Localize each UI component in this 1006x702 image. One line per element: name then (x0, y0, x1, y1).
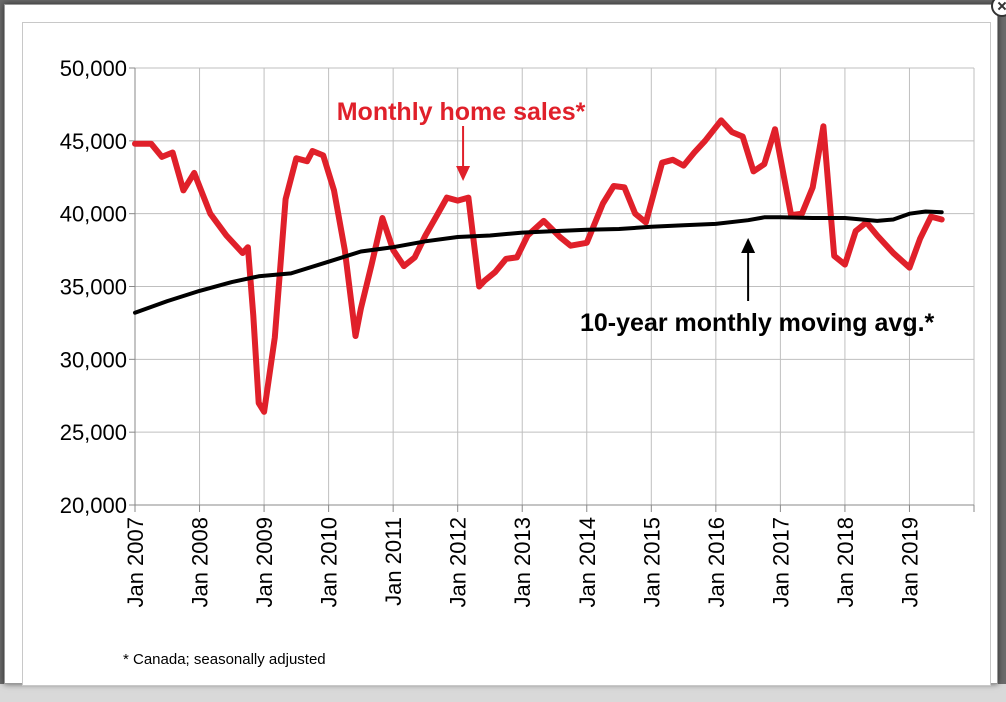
y-tick-label: 20,000 (60, 493, 127, 518)
x-tick-label: Jan 2012 (446, 517, 471, 608)
x-tick-label: Jan 2018 (833, 517, 858, 608)
x-tick-label: Jan 2007 (123, 517, 148, 608)
close-icon[interactable] (991, 0, 1006, 17)
y-tick-label: 45,000 (60, 129, 127, 154)
y-tick-labels: 20,000 25,000 30,000 35,000 40,000 45,000 50,0… (60, 56, 127, 518)
image-dialog: 20,000 25,000 30,000 35,000 40,000 45,000 50,0… (4, 0, 1006, 686)
y-tick-label: 35,000 (60, 275, 127, 300)
x-tick-label: Jan 2013 (510, 517, 535, 608)
y-tick-label: 40,000 (60, 202, 127, 227)
y-tick-label: 50,000 (60, 56, 127, 81)
sales-series-line (132, 117, 945, 415)
x-tick-label: Jan 2015 (639, 517, 664, 608)
x-tick-label: Jan 2009 (252, 517, 277, 608)
background-strip (0, 684, 1006, 702)
series-lines (132, 117, 945, 415)
x-tick-label: Jan 2011 (381, 517, 406, 606)
x-tick-label: Jan 2017 (768, 517, 793, 608)
avg-arrow-head (741, 238, 756, 253)
y-tick-label: 30,000 (60, 347, 127, 372)
moving-avg-series-line (133, 209, 944, 315)
y-tick-label: 25,000 (60, 420, 127, 445)
x-tick-label: Jan 2008 (188, 517, 213, 608)
x-tick-label: Jan 2014 (575, 517, 600, 608)
sales-annotation-label: Monthly home sales* (337, 98, 586, 126)
annotations: Monthly home sales* 10-year monthly movin… (337, 98, 935, 337)
avg-annotation-label: 10-year monthly moving avg.* (580, 309, 935, 337)
sales-arrow-head (456, 166, 471, 181)
x-tick-label: Jan 2010 (317, 517, 342, 608)
line-chart: 20,000 25,000 30,000 35,000 40,000 45,000 50,0… (60, 56, 975, 668)
chart-frame: 20,000 25,000 30,000 35,000 40,000 45,000 50,0… (22, 22, 991, 686)
chart-footnote: * Canada; seasonally adjusted (123, 651, 326, 668)
x-tick-labels: Jan 2007 Jan 2008 Jan 2009 Jan 2010 Jan 2011… (123, 517, 922, 608)
x-tick-label: Jan 2019 (897, 517, 922, 608)
x-tick-label: Jan 2016 (704, 517, 729, 608)
axes (129, 67, 975, 512)
grid (134, 67, 975, 506)
